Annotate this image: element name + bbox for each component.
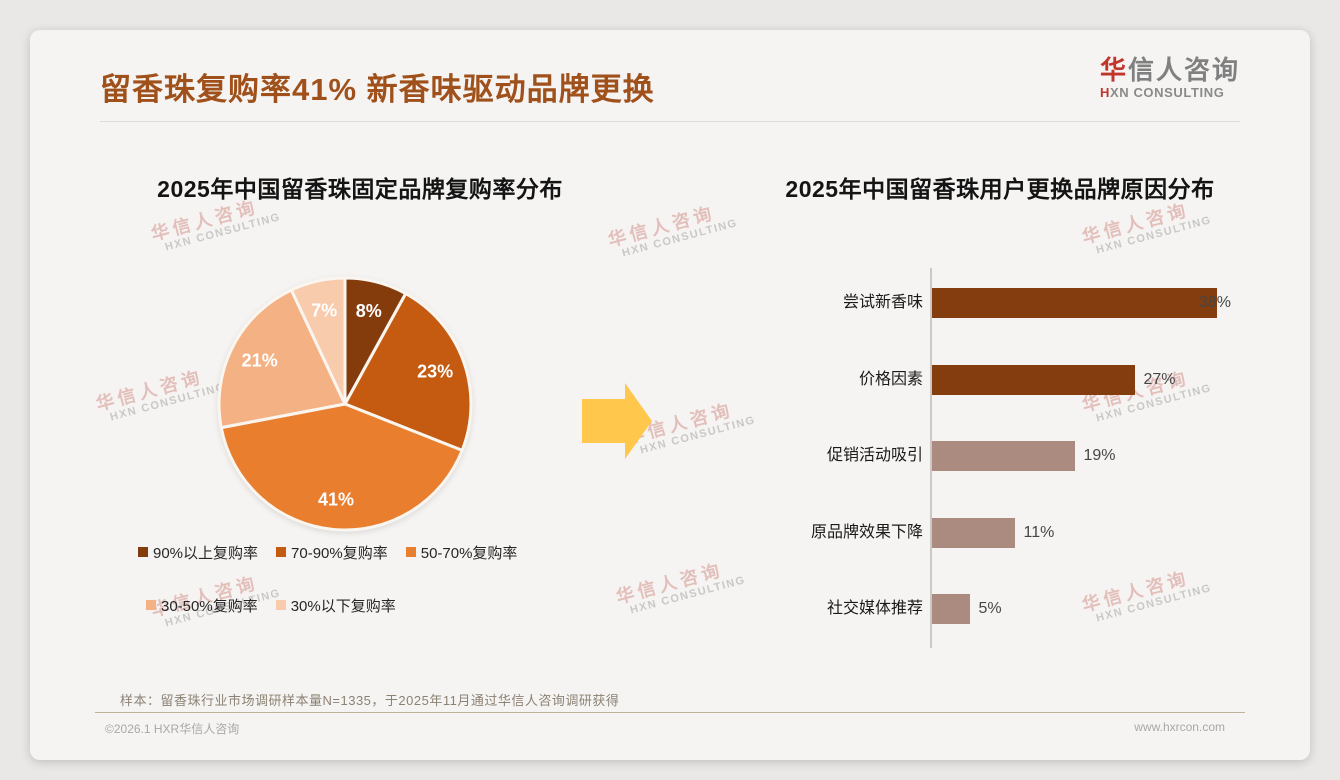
pie-legend: 90%以上复购率 70-90%复购率 50-70%复购率 30-50%复购率 30%以下… [138,542,618,648]
bar-chart-title: 2025年中国留香珠用户更换品牌原因分布 [785,176,1215,202]
bar-row: 促销活动吸引 19% [755,441,1275,471]
copyright-text: ©2026.1 HXR华信人咨询 [105,722,240,736]
logo-english-name: HXN CONSULTING [1099,84,1240,101]
pie-slice-5 [289,276,347,406]
legend-label: 90%以上复购率 [153,544,259,562]
bar-category-label: 原品牌效果下降 [810,523,923,541]
header-divider [100,121,1240,122]
pie-data-label: 8% [356,301,382,321]
legend-item: 90%以上复购率 [138,542,258,563]
bar-fill [932,441,1075,471]
legend-label: 70-90%复购率 [291,544,388,562]
bar-chart: 尝试新香味 38% 价格因素 27% 促销活动吸引 19% 原品牌效果下降 11% 社交媒体推荐… [755,265,1275,655]
legend-label: 50-70%复购率 [420,544,518,562]
website-url[interactable]: www.hxrcon.com [1134,720,1225,734]
bar-row: 原品牌效果下降 11% [755,517,1275,548]
legend-swatch [275,600,286,610]
bar-fill [932,517,1015,548]
bar-fill [932,364,1135,395]
logo-en-rest: XN CONSULTING [1109,84,1225,100]
logo-chinese-name: 华信人咨询 [1099,55,1240,86]
pie-data-label: 21% [242,351,278,371]
bar-category-label: 价格因素 [858,370,923,388]
company-logo: 华信人咨询 HXN CONSULTING [1099,55,1240,101]
legend-row: 30-50%复购率 30%以下复购率 [146,595,618,615]
logo-en-accent: H [1099,84,1110,100]
legend-swatch [146,600,156,610]
legend-swatch [138,547,148,557]
pie-slice-2 [343,292,473,452]
bar-value-label: 5% [978,600,1002,617]
legend-item: 30-50%复购率 [146,595,258,616]
bar-value-label: 38% [1199,294,1232,311]
pie-data-label: 41% [318,489,354,509]
pie-slice-3 [219,402,464,532]
arrow-right-icon [582,383,652,459]
pie-data-label: 7% [311,301,337,321]
bar-value-label: 19% [1083,447,1116,464]
bar-category-label: 促销活动吸引 [826,447,923,464]
legend-swatch [405,547,416,557]
legend-swatch [276,547,287,557]
legend-label: 30-50%复购率 [161,597,258,615]
legend-row: 90%以上复购率 70-90%复购率 50-70%复购率 [138,542,618,562]
footer-divider [95,712,1245,713]
bar-fill [932,594,970,624]
page-title: 留香珠复购率41% 新香味驱动品牌更换 [100,72,655,107]
report-card: 华信人咨询 HXN CONSULTING 华信人咨询 HXN CONSULTING 华信… [30,30,1310,760]
bar-row: 尝试新香味 38% [755,288,1275,318]
legend-item: 70-90%复购率 [276,542,388,563]
bar-chart-axis [930,268,932,648]
pie-chart: 8% 23% 41% 21% 7% [217,276,473,532]
legend-item: 30%以下复购率 [275,595,396,616]
pie-slice-4 [217,288,347,430]
pie-chart-title: 2025年中国留香珠固定品牌复购率分布 [157,176,563,202]
sample-footnote: 样本：留香珠行业市场调研样本量N=1335，于2025年11月通过华信人咨询调研… [120,693,620,708]
bar-row: 社交媒体推荐 5% [755,594,1275,624]
logo-accent-char: 华 [1099,55,1128,85]
legend-label: 30%以下复购率 [290,597,396,615]
bar-category-label: 社交媒体推荐 [826,600,923,617]
bar-value-label: 27% [1143,370,1176,388]
bar-value-label: 11% [1023,523,1055,541]
bar-row: 价格因素 27% [755,364,1275,395]
pie-data-label: 23% [417,362,453,382]
arrow-shape [582,383,652,459]
bar-fill [932,288,1217,318]
legend-item: 50-70%复购率 [405,542,518,563]
logo-rest-chars: 信人咨询 [1127,55,1240,85]
bar-category-label: 尝试新香味 [842,294,923,311]
